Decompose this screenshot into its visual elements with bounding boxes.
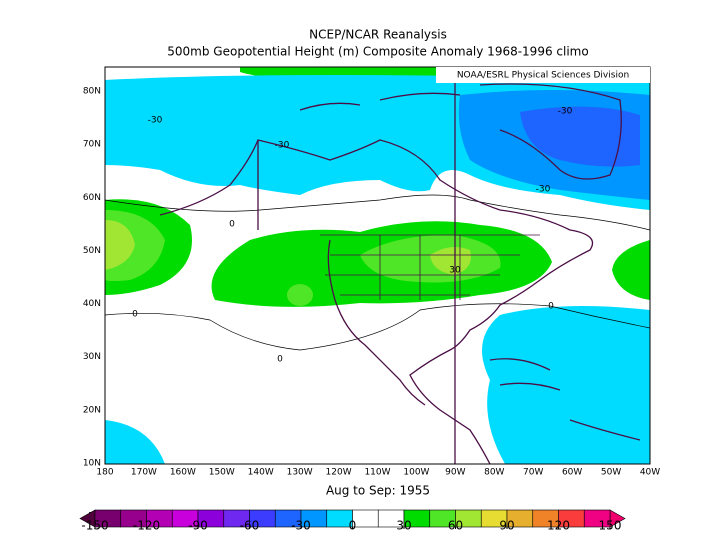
colorbar-tick-label: 120 — [547, 519, 570, 533]
contour-label: 0 — [132, 310, 138, 320]
map-frame — [104, 66, 651, 465]
lat-label: 10N — [83, 459, 101, 469]
credit: NOAA/ESRL Physical Sciences Division — [457, 71, 629, 81]
contour-label: -30 — [148, 116, 163, 126]
lon-label: 160W — [170, 468, 196, 478]
lon-label: 150W — [209, 468, 235, 478]
lon-label: 90W — [445, 468, 465, 478]
shade — [612, 240, 650, 300]
contour-label: 0 — [548, 302, 554, 312]
shade — [520, 106, 640, 167]
colorbar-tick-label: 90 — [499, 519, 514, 533]
lon-label: 80W — [484, 468, 504, 478]
contour-label: 0 — [277, 355, 283, 365]
contour-label: 30 — [449, 266, 461, 276]
lon-label: 70W — [523, 468, 543, 478]
lon-label: 40W — [640, 468, 660, 478]
contour — [105, 303, 650, 351]
colorbar-tick-label: -90 — [188, 519, 208, 533]
coastline — [159, 139, 594, 464]
lat-label: 70N — [83, 140, 101, 150]
lon-label: 100W — [403, 468, 429, 478]
colorbar-tick-label: -60 — [240, 519, 260, 533]
shade — [287, 284, 313, 306]
coastline — [327, 239, 426, 406]
lat-label: 30N — [83, 352, 101, 362]
state-borders — [320, 234, 540, 300]
shade — [105, 420, 165, 464]
colorbar-tick-label: 0 — [349, 519, 357, 533]
lon-label: 140W — [248, 468, 274, 478]
colorbar-tick-label: -30 — [291, 519, 311, 533]
lon-label: 110W — [364, 468, 390, 478]
colorbar-tick-label: 30 — [396, 519, 411, 533]
coastline — [489, 358, 641, 441]
lat-label: 80N — [83, 87, 101, 97]
colorbar-box — [583, 509, 611, 528]
lon-label: 50W — [601, 468, 621, 478]
lon-label: 130W — [287, 468, 313, 478]
lat-label: 40N — [83, 299, 101, 309]
period: Aug to Sep: 1955 — [326, 484, 430, 498]
lon-label: 60W — [562, 468, 582, 478]
lon-label: 180 — [96, 468, 113, 478]
contour-label: -30 — [558, 107, 573, 117]
subtitle: 500mb Geopotential Height (m) Composite … — [167, 45, 588, 59]
lon-label: 120W — [326, 468, 352, 478]
contour-label: 0 — [229, 220, 235, 230]
shade — [430, 246, 471, 275]
lat-label: 60N — [83, 193, 101, 203]
title: NCEP/NCAR Reanalysis — [309, 28, 447, 42]
credit-box — [436, 67, 650, 83]
contour-label: -30 — [536, 185, 551, 195]
colorbar-box — [352, 509, 379, 528]
shade — [360, 235, 501, 283]
lat-label: 20N — [83, 405, 101, 415]
lat-label: 50N — [83, 246, 101, 256]
map-area: NOAA/ESRL Physical Sciences Division Aug… — [104, 66, 651, 498]
contour — [105, 194, 650, 231]
contour-label: -30 — [275, 141, 290, 151]
colorbar-tick-label: 150 — [599, 519, 622, 533]
shade — [105, 220, 135, 270]
shading — [105, 67, 650, 464]
shade — [482, 306, 650, 464]
colorbar-tick-label: -150 — [81, 519, 108, 533]
lon-label: 170W — [131, 468, 157, 478]
colorbar-tick-label: 60 — [448, 519, 463, 533]
coastline — [299, 83, 622, 180]
colorbar-tick-label: -120 — [133, 519, 160, 533]
